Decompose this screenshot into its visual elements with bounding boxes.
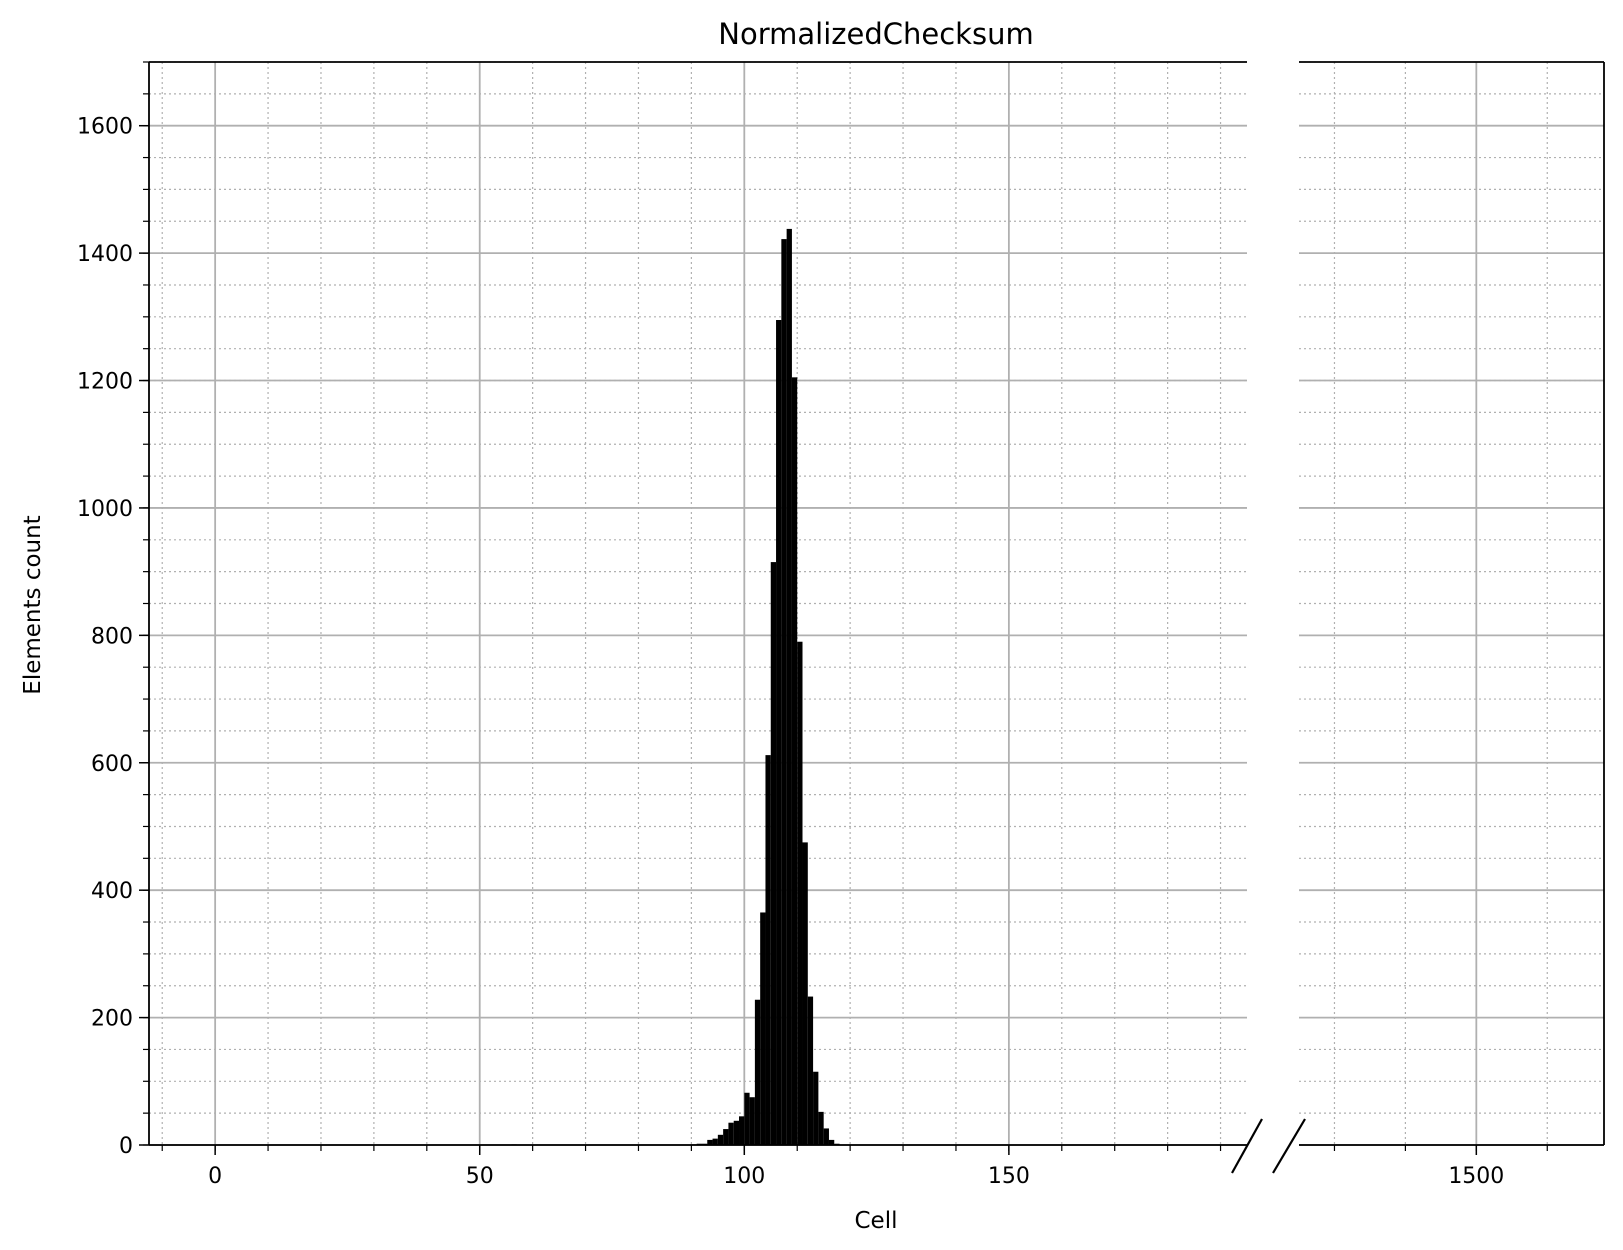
- histogram-bar: [797, 641, 803, 1145]
- histogram-bar: [781, 239, 787, 1145]
- chart-title: NormalizedChecksum: [718, 17, 1033, 51]
- histogram-bar: [712, 1138, 718, 1145]
- y-tick-label: 400: [91, 879, 133, 904]
- histogram-bar: [707, 1139, 713, 1145]
- histogram-bar: [749, 1097, 755, 1145]
- y-axis-label: Elements count: [20, 515, 46, 694]
- histogram-bar: [765, 755, 771, 1145]
- x-tick-label: 150: [988, 1164, 1030, 1189]
- histogram-bar: [728, 1122, 734, 1145]
- histogram-bars: [511, 228, 840, 1146]
- axis-break-marker: [1231, 1118, 1263, 1174]
- histogram-bar: [739, 1116, 745, 1145]
- histogram-bar: [818, 1111, 824, 1145]
- histogram-bar: [770, 562, 777, 1145]
- histogram-bar: [733, 1120, 740, 1145]
- grid: [149, 61, 1604, 1146]
- axes: [148, 61, 1605, 1174]
- histogram-bar: [744, 1092, 750, 1145]
- axis-break-marker: [1272, 1118, 1306, 1174]
- x-axis-label: Cell: [855, 1208, 898, 1234]
- y-tick-label: 1400: [77, 242, 133, 267]
- histogram-bar: [760, 912, 766, 1145]
- histogram-bar: [723, 1129, 729, 1145]
- y-tick-label: 200: [91, 1007, 133, 1032]
- histogram-bar: [776, 320, 782, 1146]
- y-tick-label: 600: [91, 752, 133, 777]
- x-tick-label: 100: [723, 1164, 765, 1189]
- x-tick-label: 0: [208, 1164, 222, 1189]
- y-tick-label: 1000: [77, 497, 133, 522]
- histogram-bar: [754, 999, 761, 1145]
- histogram-bar: [791, 377, 798, 1145]
- histogram-bar: [717, 1134, 724, 1145]
- histogram-bar: [802, 842, 808, 1145]
- ticks: 0 50 100 150 1500 0 200 400 600 800 1000 1200 1400 16…: [77, 61, 1548, 1189]
- y-tick-label: 1200: [77, 370, 133, 395]
- y-tick-label: 800: [91, 624, 133, 649]
- y-tick-label: 0: [119, 1134, 133, 1159]
- y-tick-label: 1600: [77, 115, 133, 140]
- histogram-bar: [786, 228, 792, 1145]
- histogram-bar: [813, 1071, 819, 1145]
- histogram-bar: [807, 996, 814, 1145]
- x-tick-label: 50: [466, 1164, 494, 1189]
- x-tick-label: 1500: [1448, 1164, 1504, 1189]
- histogram-bar: [828, 1139, 835, 1145]
- histogram-bar: [823, 1128, 829, 1145]
